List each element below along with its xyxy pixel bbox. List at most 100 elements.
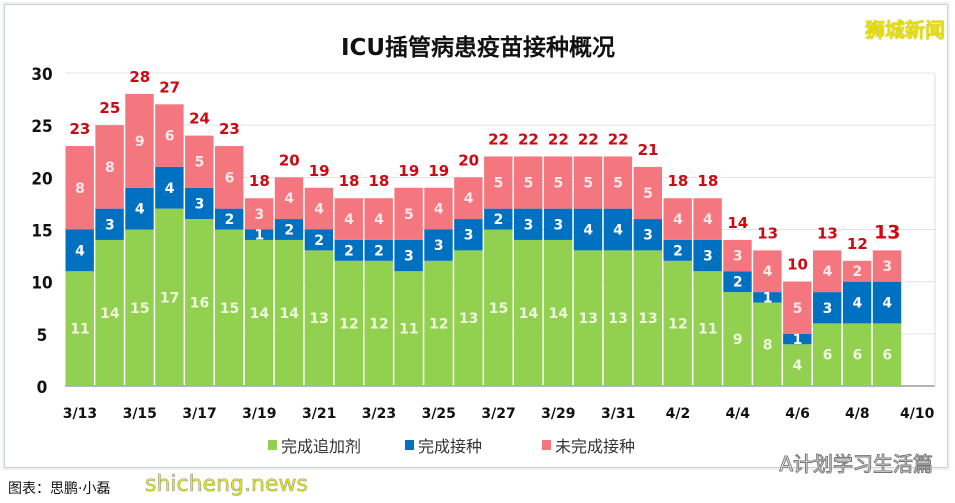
total-data-label: 19 bbox=[398, 162, 419, 180]
bar-completed bbox=[663, 239, 692, 261]
bar-incomplete bbox=[155, 104, 184, 167]
segment-data-label: 14 bbox=[280, 306, 300, 322]
segment-data-label: 5 bbox=[613, 176, 623, 192]
segment-data-label: 3 bbox=[882, 259, 892, 275]
total-data-label: 18 bbox=[339, 172, 360, 190]
segment-data-label: 3 bbox=[553, 217, 563, 233]
bar-completed bbox=[813, 292, 842, 324]
bar-incomplete bbox=[842, 260, 872, 282]
segment-data-label: 6 bbox=[225, 170, 235, 186]
bar-booster bbox=[244, 239, 274, 386]
x-tick-label: 4/8 bbox=[845, 406, 870, 422]
total-data-label: 27 bbox=[159, 78, 180, 96]
legend-swatch bbox=[268, 440, 277, 450]
bar-booster bbox=[663, 260, 692, 386]
bar-booster bbox=[633, 250, 662, 386]
segment-data-label: 4 bbox=[703, 212, 713, 228]
segment-data-label: 3 bbox=[703, 249, 713, 265]
legend-label: 未完成接种 bbox=[555, 437, 635, 456]
segment-data-label: 4 bbox=[852, 296, 862, 312]
x-tick-label: 3/23 bbox=[362, 406, 396, 422]
total-data-label: 13 bbox=[757, 224, 778, 242]
x-tick-label: 3/31 bbox=[601, 406, 635, 422]
bar-booster bbox=[573, 250, 603, 386]
bar-booster bbox=[424, 260, 453, 386]
total-data-label: 19 bbox=[309, 162, 330, 180]
total-data-label: 18 bbox=[369, 172, 390, 190]
segment-data-label: 1 bbox=[254, 228, 264, 244]
bar-booster bbox=[394, 271, 423, 386]
segment-data-label: 2 bbox=[494, 212, 504, 228]
bar-incomplete bbox=[663, 198, 692, 240]
segment-data-label: 4 bbox=[284, 191, 294, 207]
bar-incomplete bbox=[364, 198, 393, 240]
segment-data-label: 8 bbox=[75, 181, 85, 197]
bar-incomplete bbox=[543, 156, 573, 209]
legend-label: 完成接种 bbox=[418, 437, 482, 456]
segment-data-label: 15 bbox=[220, 301, 239, 317]
segment-data-label: 6 bbox=[852, 348, 862, 364]
segment-data-label: 5 bbox=[793, 301, 803, 317]
x-tick-label: 3/25 bbox=[422, 406, 456, 422]
segment-data-label: 1 bbox=[793, 332, 803, 348]
bar-booster bbox=[872, 323, 902, 386]
y-tick-label: 15 bbox=[31, 222, 52, 242]
bar-completed bbox=[215, 208, 244, 230]
segment-data-label: 4 bbox=[583, 223, 593, 239]
segment-data-label: 13 bbox=[459, 311, 478, 327]
bar-completed bbox=[424, 229, 453, 261]
segment-data-label: 4 bbox=[75, 243, 85, 259]
y-tick-label: 20 bbox=[31, 169, 52, 189]
bar-incomplete bbox=[753, 250, 782, 293]
segment-data-label: 4 bbox=[882, 296, 892, 312]
segment-data-label: 5 bbox=[494, 176, 504, 192]
segment-data-label: 13 bbox=[608, 311, 627, 327]
segment-data-label: 5 bbox=[583, 176, 593, 192]
bar-booster bbox=[783, 344, 812, 386]
bar-incomplete bbox=[723, 239, 752, 272]
segment-data-label: 2 bbox=[284, 223, 294, 239]
segment-data-label: 4 bbox=[374, 212, 384, 228]
total-data-label: 20 bbox=[458, 151, 479, 169]
segment-data-label: 3 bbox=[105, 217, 115, 233]
x-tick-label: 3/21 bbox=[302, 406, 336, 422]
total-data-label: 12 bbox=[847, 235, 868, 253]
bar-completed bbox=[514, 208, 543, 240]
segment-data-label: 14 bbox=[100, 306, 120, 322]
segment-data-label: 8 bbox=[763, 337, 773, 353]
y-axis-ticks: 0 5 10 15 20 25 30 bbox=[31, 65, 52, 398]
bar-incomplete bbox=[215, 146, 244, 209]
bar-incomplete bbox=[813, 250, 842, 293]
total-data-label: 18 bbox=[697, 172, 718, 190]
segment-data-label: 4 bbox=[763, 264, 773, 280]
segment-data-label: 12 bbox=[668, 316, 687, 332]
bar-booster bbox=[65, 271, 94, 386]
bar-completed bbox=[753, 292, 782, 303]
segment-data-label: 4 bbox=[823, 264, 833, 280]
total-data-label: 14 bbox=[727, 214, 748, 232]
total-data-label: 18 bbox=[668, 172, 689, 190]
total-data-label: 22 bbox=[608, 130, 629, 148]
bar-completed bbox=[334, 239, 363, 261]
bar-incomplete bbox=[872, 250, 902, 282]
segment-data-label: 12 bbox=[339, 316, 358, 332]
total-data-label: 13 bbox=[874, 221, 900, 243]
bar-booster bbox=[543, 239, 573, 386]
bar-incomplete bbox=[334, 198, 363, 240]
x-tick-label: 3/15 bbox=[123, 406, 157, 422]
bar-completed bbox=[364, 239, 393, 261]
bar-completed bbox=[125, 187, 154, 230]
bar-incomplete bbox=[783, 281, 812, 334]
bar-incomplete bbox=[603, 156, 633, 209]
segment-data-label: 9 bbox=[733, 332, 743, 348]
segment-data-label: 5 bbox=[195, 155, 205, 171]
bar-booster bbox=[723, 292, 752, 386]
bar-booster bbox=[95, 239, 124, 386]
bar-incomplete bbox=[454, 177, 483, 220]
segment-data-label: 4 bbox=[613, 223, 623, 239]
total-data-label: 23 bbox=[219, 120, 240, 138]
total-data-label: 28 bbox=[129, 68, 150, 86]
segment-data-label: 9 bbox=[135, 134, 145, 150]
segment-data-label: 14 bbox=[549, 306, 569, 322]
x-tick-label: 3/27 bbox=[481, 406, 515, 422]
